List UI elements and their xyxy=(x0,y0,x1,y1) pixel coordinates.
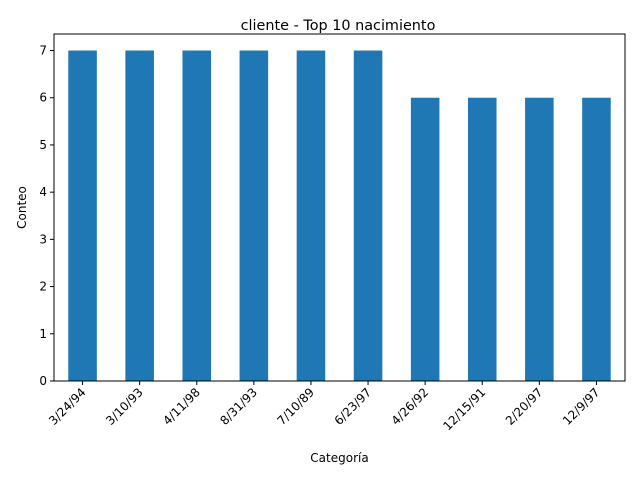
bar-3 xyxy=(239,50,269,382)
bar-0 xyxy=(68,50,97,382)
y-tick-label-1: 1 xyxy=(39,327,47,341)
bar-6 xyxy=(410,97,440,382)
x-tick-label-8: 2/20/97 xyxy=(503,385,546,428)
x-tick-label-6: 4/26/92 xyxy=(389,385,432,428)
bar-8 xyxy=(525,97,554,382)
x-tick-label-3: 8/31/93 xyxy=(217,385,260,428)
y-tick-label-2: 2 xyxy=(39,280,47,294)
y-tick-label-5: 5 xyxy=(39,138,47,152)
x-tick-label-7: 12/15/91 xyxy=(440,385,488,433)
x-tick-label-0: 3/24/94 xyxy=(46,385,89,428)
y-tick-label-4: 4 xyxy=(39,185,47,199)
plot-frame xyxy=(53,33,626,382)
y-tick-label-0: 0 xyxy=(39,374,47,388)
bar-4 xyxy=(296,50,326,382)
y-tick-label-6: 6 xyxy=(39,91,47,105)
x-tick-label-4: 7/10/89 xyxy=(274,385,317,428)
chart-title: cliente - Top 10 nacimiento xyxy=(241,18,436,34)
x-tick-label-5: 6/23/97 xyxy=(332,385,375,428)
x-tick-label-2: 4/11/98 xyxy=(160,385,203,428)
x-tick-label-1: 3/10/93 xyxy=(103,385,146,428)
y-tick-label-3: 3 xyxy=(39,232,47,246)
x-axis-label: Categoría xyxy=(310,451,368,465)
bar-2 xyxy=(182,50,212,382)
x-axis-ticks: 3/24/94 3/10/93 4/11/98 8/31/93 7/10/89 6/23/… xyxy=(46,381,603,433)
bar-9 xyxy=(582,97,611,382)
y-axis-ticks: 0 1 2 3 4 5 6 7 xyxy=(39,44,54,388)
bars xyxy=(68,50,611,382)
bar-1 xyxy=(125,50,154,382)
bar-5 xyxy=(353,50,383,382)
y-axis-label: Conteo xyxy=(15,186,29,229)
y-tick-label-7: 7 xyxy=(39,44,47,58)
bar-7 xyxy=(467,97,497,382)
x-tick-label-9: 12/9/97 xyxy=(560,385,603,428)
